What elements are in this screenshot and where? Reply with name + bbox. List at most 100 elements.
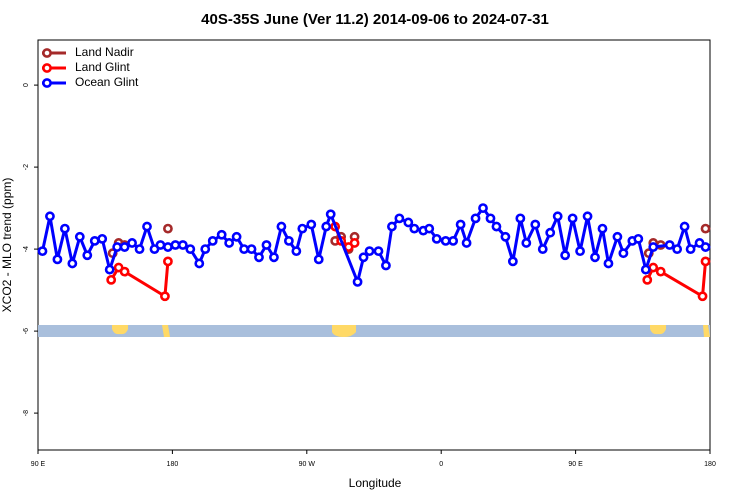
point xyxy=(74,231,85,242)
x-tick-label: 90 E xyxy=(31,461,46,468)
point xyxy=(163,256,173,267)
point xyxy=(106,274,117,285)
point xyxy=(321,221,332,232)
point xyxy=(297,223,308,234)
point xyxy=(231,231,242,242)
plot-frame xyxy=(37,39,711,451)
point xyxy=(163,242,173,252)
point xyxy=(177,240,188,250)
point xyxy=(491,221,502,232)
point xyxy=(700,223,711,234)
chart-title: 40S-35S June (Ver 11.2) 2014-09-06 to 20… xyxy=(201,11,549,28)
point xyxy=(700,256,711,267)
point xyxy=(431,233,442,244)
land xyxy=(332,325,356,337)
point xyxy=(373,246,384,257)
point xyxy=(142,221,152,232)
point xyxy=(104,264,115,275)
point xyxy=(325,209,336,220)
legend-marker xyxy=(42,78,52,88)
point xyxy=(679,221,690,232)
point xyxy=(160,291,170,302)
point xyxy=(291,246,302,257)
point xyxy=(567,213,578,224)
point xyxy=(612,231,623,242)
point xyxy=(685,244,696,254)
point xyxy=(97,233,108,244)
land xyxy=(650,325,666,335)
point xyxy=(358,252,369,263)
point xyxy=(45,211,55,222)
point xyxy=(239,244,249,254)
x-tick-label: 90 W xyxy=(299,461,316,468)
point xyxy=(261,240,272,250)
point xyxy=(59,223,70,234)
point xyxy=(134,244,145,254)
point xyxy=(352,276,363,287)
point xyxy=(207,235,218,246)
point xyxy=(283,235,294,246)
legend-label: Land Nadir xyxy=(75,45,134,59)
point xyxy=(560,250,571,261)
point xyxy=(515,213,526,224)
point xyxy=(52,254,63,265)
point xyxy=(313,254,324,265)
point xyxy=(67,258,78,269)
y-tick-label: -8 xyxy=(23,410,30,416)
legend-marker xyxy=(42,63,52,73)
point xyxy=(276,221,287,232)
point xyxy=(254,252,264,263)
point xyxy=(448,235,459,246)
point xyxy=(648,242,659,252)
point xyxy=(409,223,420,234)
point xyxy=(655,266,666,277)
point xyxy=(521,238,532,248)
point xyxy=(640,264,651,275)
point xyxy=(403,217,414,228)
point xyxy=(170,240,181,250)
point xyxy=(697,291,708,302)
point xyxy=(155,240,166,250)
point xyxy=(112,242,123,252)
point xyxy=(672,244,683,254)
point xyxy=(246,244,257,254)
x-tick-label: 90 E xyxy=(568,461,583,468)
point xyxy=(194,258,205,269)
point xyxy=(306,219,317,230)
point xyxy=(349,238,360,248)
legend-marker xyxy=(42,48,52,58)
point xyxy=(590,252,600,263)
point xyxy=(387,221,397,232)
point xyxy=(633,233,644,244)
y-tick-label: -6 xyxy=(23,328,30,334)
point xyxy=(485,213,496,224)
point xyxy=(582,211,593,222)
legend-label: Land Glint xyxy=(75,60,130,74)
point xyxy=(642,274,653,285)
point xyxy=(37,246,48,257)
x-tick-label: 0 xyxy=(439,461,443,468)
point xyxy=(455,219,466,230)
point xyxy=(664,240,675,250)
land xyxy=(703,325,710,337)
x-axis-label: Longitude xyxy=(349,476,402,490)
point xyxy=(575,246,585,257)
point xyxy=(507,256,518,267)
y-tick-label: 0 xyxy=(23,83,30,87)
map-strip xyxy=(38,325,710,337)
point xyxy=(200,244,211,254)
point xyxy=(552,211,563,222)
point xyxy=(82,250,93,261)
point xyxy=(364,246,375,257)
point xyxy=(597,223,608,234)
point xyxy=(500,231,511,242)
point xyxy=(89,235,100,246)
point xyxy=(163,223,173,234)
point xyxy=(127,238,137,248)
y-tick-label: -4 xyxy=(23,246,30,252)
point xyxy=(461,238,472,248)
y-tick-label: -2 xyxy=(23,164,30,170)
land xyxy=(162,325,170,337)
point xyxy=(440,235,451,246)
